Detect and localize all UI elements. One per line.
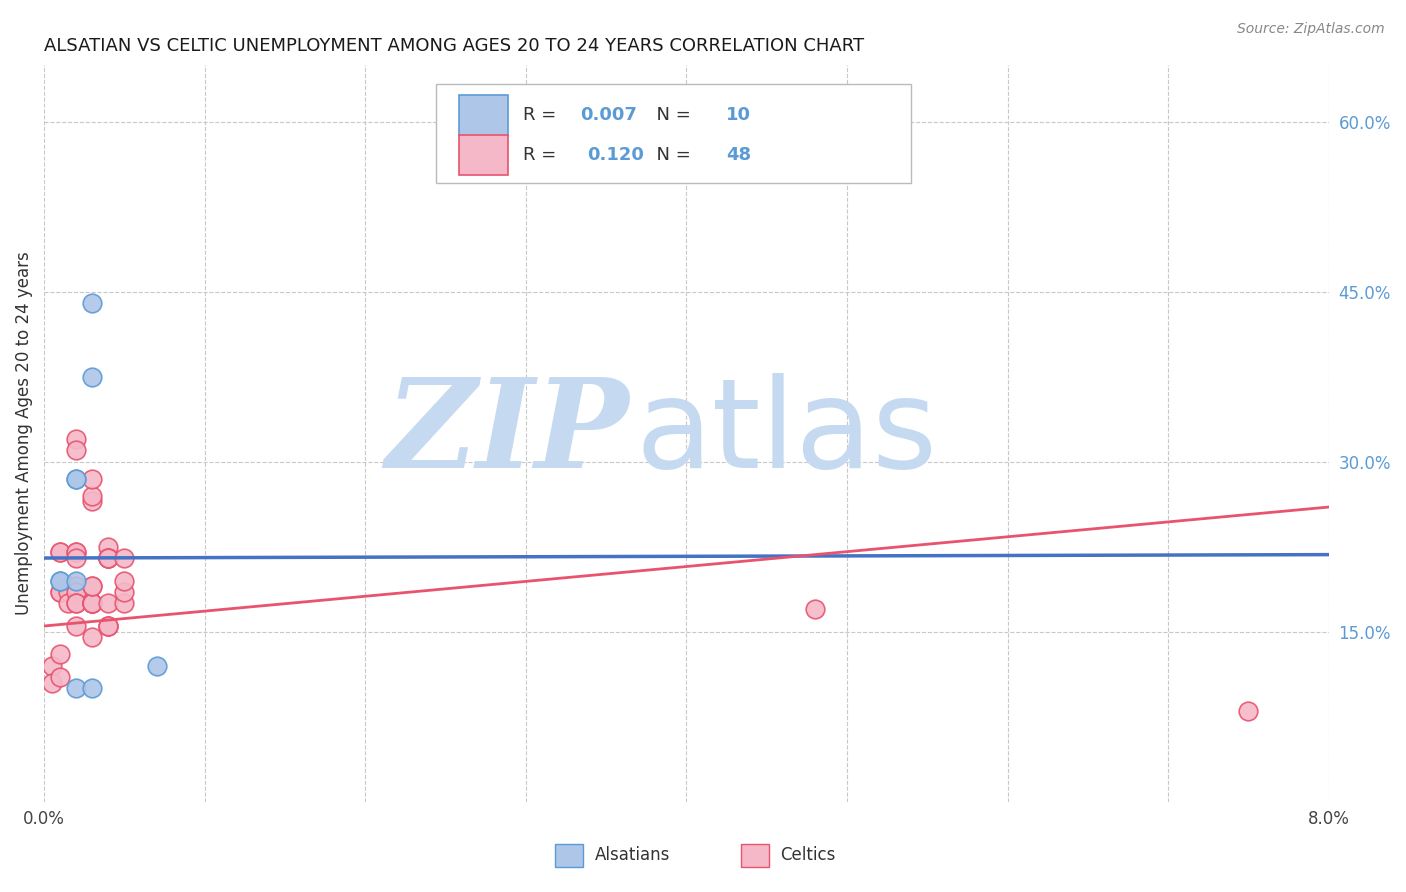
Point: [49, 574, 72, 588]
Point: [82, 579, 104, 593]
Point: [82, 494, 104, 508]
Point: [65, 545, 87, 559]
Point: [65, 681, 87, 696]
Point: [804, 602, 827, 616]
Point: [65, 551, 87, 566]
Text: Source: ZipAtlas.com: Source: ZipAtlas.com: [1237, 22, 1385, 37]
Point: [49, 574, 72, 588]
Point: [82, 596, 104, 610]
Point: [58, 579, 80, 593]
Point: [82, 596, 104, 610]
Point: [65, 579, 87, 593]
Point: [97, 551, 120, 566]
Text: Celtics: Celtics: [780, 847, 835, 864]
Point: [41, 675, 63, 690]
Text: ALSATIAN VS CELTIC UNEMPLOYMENT AMONG AGES 20 TO 24 YEARS CORRELATION CHART: ALSATIAN VS CELTIC UNEMPLOYMENT AMONG AG…: [44, 37, 865, 55]
Point: [49, 545, 72, 559]
Point: [65, 432, 87, 446]
Point: [58, 579, 80, 593]
Text: 10: 10: [727, 106, 751, 124]
Point: [97, 551, 120, 566]
Point: [49, 648, 72, 662]
Point: [97, 596, 120, 610]
Point: [65, 443, 87, 458]
Point: [112, 574, 135, 588]
Point: [97, 551, 120, 566]
Point: [49, 545, 72, 559]
Point: [82, 369, 104, 384]
Point: [145, 658, 167, 673]
Text: N =: N =: [645, 146, 697, 164]
Text: ZIP: ZIP: [385, 373, 628, 494]
Point: [112, 596, 135, 610]
Text: 48: 48: [727, 146, 751, 164]
Text: R =: R =: [523, 146, 568, 164]
Point: [1237, 704, 1260, 718]
Text: Alsatians: Alsatians: [595, 847, 671, 864]
Text: 0.120: 0.120: [588, 146, 644, 164]
Point: [82, 596, 104, 610]
Point: [82, 630, 104, 644]
Point: [82, 596, 104, 610]
Text: N =: N =: [645, 106, 697, 124]
Point: [82, 296, 104, 310]
Point: [65, 574, 87, 588]
Point: [97, 540, 120, 554]
FancyBboxPatch shape: [458, 135, 508, 176]
Point: [49, 585, 72, 599]
Point: [58, 596, 80, 610]
Bar: [555, 844, 583, 867]
Point: [112, 585, 135, 599]
Point: [58, 585, 80, 599]
FancyBboxPatch shape: [458, 95, 508, 136]
Point: [112, 551, 135, 566]
Point: [97, 619, 120, 633]
Point: [97, 619, 120, 633]
Point: [97, 619, 120, 633]
Text: R =: R =: [523, 106, 562, 124]
Point: [82, 579, 104, 593]
Point: [65, 472, 87, 486]
Point: [82, 596, 104, 610]
Point: [65, 545, 87, 559]
Text: 0.007: 0.007: [579, 106, 637, 124]
Y-axis label: Unemployment Among Ages 20 to 24 years: Unemployment Among Ages 20 to 24 years: [15, 252, 32, 615]
Point: [49, 670, 72, 684]
Bar: [741, 844, 769, 867]
Point: [82, 681, 104, 696]
FancyBboxPatch shape: [436, 84, 911, 183]
Point: [65, 585, 87, 599]
Point: [97, 551, 120, 566]
Point: [82, 472, 104, 486]
Point: [49, 585, 72, 599]
Point: [65, 619, 87, 633]
Point: [65, 596, 87, 610]
Point: [41, 658, 63, 673]
Text: atlas: atlas: [636, 373, 938, 494]
Point: [82, 489, 104, 503]
Point: [65, 596, 87, 610]
Point: [65, 472, 87, 486]
